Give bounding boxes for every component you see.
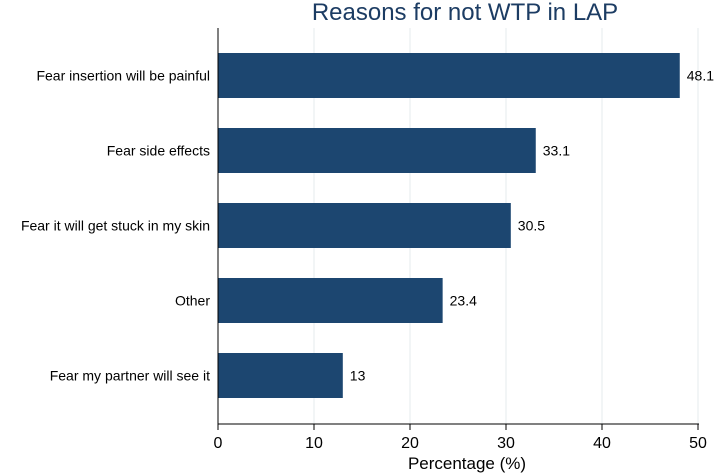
data-label-3: 30.5 — [518, 218, 545, 234]
category-label-3: Fear it will get stuck in my skin — [21, 218, 210, 234]
data-label-5: 13 — [350, 368, 366, 384]
bar-5 — [218, 353, 343, 398]
x-tick-label-30: 30 — [497, 435, 515, 452]
data-label-2: 33.1 — [543, 143, 570, 159]
x-axis-title: Percentage (%) — [408, 454, 526, 473]
axes — [217, 28, 699, 430]
x-tick-labels: 0 10 20 30 40 50 — [214, 435, 707, 452]
category-label-4: Other — [175, 293, 210, 309]
category-label-2: Fear side effects — [107, 143, 210, 159]
bar-3 — [218, 203, 511, 248]
x-tick-label-40: 40 — [593, 435, 611, 452]
x-tick-label-50: 50 — [689, 435, 707, 452]
chart-title: Reasons for not WTP in LAP — [312, 0, 618, 26]
category-label-5: Fear my partner will see it — [50, 368, 210, 384]
bar-1 — [218, 53, 680, 98]
bar-2 — [218, 128, 536, 173]
data-labels: 48.1 33.1 30.5 23.4 13 — [350, 68, 714, 384]
x-tick-label-20: 20 — [401, 435, 419, 452]
data-label-1: 48.1 — [687, 68, 714, 84]
bar-4 — [218, 278, 443, 323]
data-label-4: 23.4 — [450, 293, 477, 309]
category-label-1: Fear insertion will be painful — [36, 68, 210, 84]
x-tick-label-0: 0 — [214, 435, 223, 452]
x-tick-label-10: 10 — [305, 435, 323, 452]
category-labels: Fear insertion will be painful Fear side … — [21, 68, 210, 384]
bars — [218, 53, 680, 398]
